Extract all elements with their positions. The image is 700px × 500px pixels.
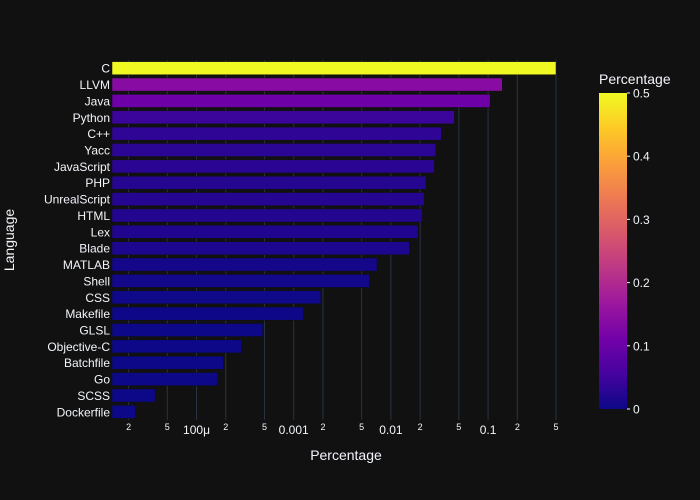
bar-go: [111, 372, 218, 386]
x-tick-label: 0.001: [279, 423, 309, 437]
y-axis-title: Language: [1, 209, 17, 272]
x-tick-label: 5: [165, 422, 170, 432]
x-tick-label: 2: [223, 422, 228, 432]
bar-scss: [111, 388, 156, 403]
colorbar-tick-label: 0: [633, 403, 640, 417]
x-tick-label: 0.01: [379, 423, 403, 437]
category-label: HTML: [77, 209, 110, 223]
category-label: Lex: [91, 225, 110, 239]
x-tick-label: 100μ: [183, 423, 210, 437]
bar-llvm: [111, 77, 503, 92]
category-label: Java: [85, 94, 111, 108]
colorbar-tick-label: 0.4: [633, 150, 650, 164]
x-tick-label: 2: [320, 422, 325, 432]
category-label: UnrealScript: [44, 193, 111, 207]
category-label: SCSS: [77, 389, 110, 403]
colorbar-tick-label: 0.1: [633, 339, 650, 353]
bar-java: [111, 94, 491, 108]
category-label: Batchfile: [64, 356, 110, 370]
colorbar-ticks: 0 0.1 0.2 0.3 0.4 0.5: [627, 87, 650, 417]
category-label: Blade: [79, 242, 110, 256]
bar-yacc: [111, 143, 437, 157]
category-label: PHP: [85, 176, 110, 190]
colorbar-tick-label: 0.5: [633, 87, 650, 101]
category-label: C++: [87, 127, 110, 141]
x-tick-label: 2: [515, 422, 520, 432]
category-label: LLVM: [80, 78, 110, 92]
bar-javascript: [111, 159, 435, 174]
colorbar-title: Percentage: [599, 71, 671, 87]
category-label: Dockerfile: [57, 405, 111, 419]
bar-makefile: [111, 306, 304, 321]
x-tick-label: 2: [418, 422, 423, 432]
x-tick-label: 2: [126, 422, 131, 432]
category-label: GLSL: [79, 324, 110, 338]
bar-c: [111, 61, 557, 75]
x-tick-label: 0.1: [480, 423, 497, 437]
bar-c-: [111, 126, 442, 141]
x-tick-label: 5: [262, 422, 267, 432]
bar-blade: [111, 241, 410, 255]
colorbar: Percentage 0 0.1 0.2 0.3 0.4 0.5: [599, 71, 671, 417]
bar-lex: [111, 225, 419, 239]
bar-css: [111, 290, 322, 305]
colorbar-tick-label: 0.2: [633, 276, 650, 290]
colorbar-tick-label: 0.3: [633, 213, 650, 227]
category-labels: C LLVM Java Python C++ Yacc JavaScript PHP Unrea…: [44, 62, 111, 420]
bar-html: [111, 208, 423, 223]
category-label: C: [101, 62, 110, 76]
bar-php: [111, 175, 427, 190]
category-label: Objective-C: [47, 340, 110, 354]
colorbar-gradient: [599, 93, 627, 409]
bar-dockerfile: [111, 405, 136, 419]
bar-shell: [111, 274, 370, 288]
bar-objective-c: [111, 339, 242, 354]
x-tick-label: 5: [359, 422, 364, 432]
x-axis-title: Percentage: [310, 447, 382, 463]
bar-batchfile: [111, 355, 224, 370]
category-label: CSS: [85, 291, 110, 305]
category-label: JavaScript: [54, 160, 111, 174]
category-label: Yacc: [84, 144, 110, 158]
category-label: Python: [73, 111, 110, 125]
x-tick-label: 5: [553, 422, 558, 432]
bar-matlab: [111, 257, 378, 272]
bar-glsl: [111, 323, 263, 337]
bars-group: [111, 61, 557, 419]
bar-unrealscript: [111, 192, 425, 206]
category-label: Go: [94, 373, 110, 387]
x-tick-labels: 2 5 100μ 2 5 0.001 2 5 0.01 2 5 0.1 2 5: [126, 422, 558, 437]
bar-python: [111, 110, 455, 125]
category-label: Makefile: [65, 307, 110, 321]
x-tick-label: 5: [456, 422, 461, 432]
category-label: Shell: [83, 274, 110, 288]
category-label: MATLAB: [63, 258, 110, 272]
